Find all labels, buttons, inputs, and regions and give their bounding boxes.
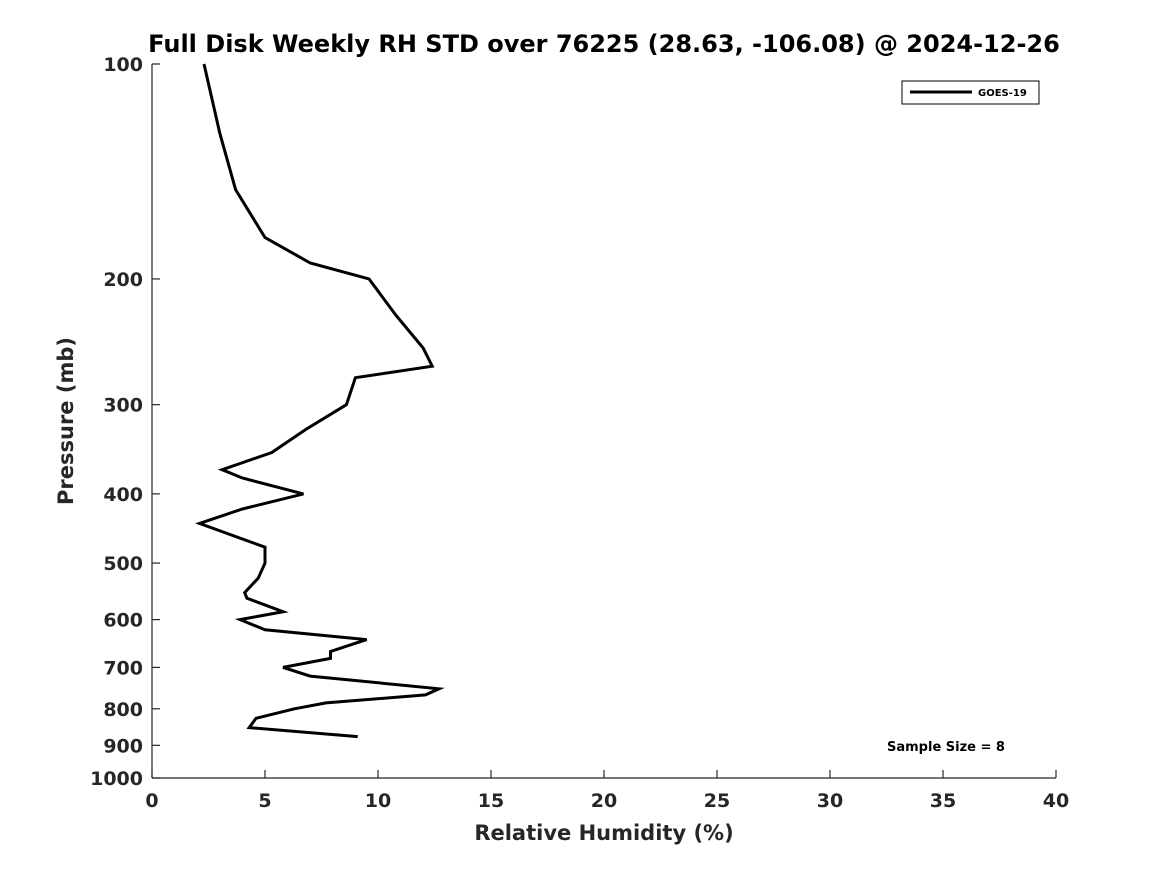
x-tick-label: 20 — [591, 790, 617, 812]
y-tick-label: 200 — [103, 269, 143, 291]
chart-title: Full Disk Weekly RH STD over 76225 (28.6… — [148, 30, 1060, 58]
x-tick-label: 30 — [817, 790, 843, 812]
y-tick-label: 100 — [103, 54, 143, 76]
legend: GOES-19 — [901, 80, 1040, 105]
x-tick-label: 40 — [1043, 790, 1069, 812]
y-tick-label: 800 — [103, 699, 143, 721]
y-tick-label: 700 — [103, 657, 143, 679]
x-tick-label: 25 — [704, 790, 730, 812]
y-tick-label: 900 — [103, 735, 143, 757]
x-axis-label: Relative Humidity (%) — [474, 821, 733, 845]
legend-label-goes-19: GOES-19 — [978, 88, 1027, 99]
x-tick-label: 35 — [930, 790, 956, 812]
y-tick-label: 500 — [103, 553, 143, 575]
y-tick-label: 1000 — [90, 768, 143, 790]
sample-size-annotation: Sample Size = 8 — [887, 740, 1005, 755]
x-tick-label: 5 — [258, 790, 271, 812]
y-tick-label: 400 — [103, 484, 143, 506]
x-tick-label: 15 — [478, 790, 504, 812]
series-layer — [194, 63, 445, 739]
x-tick-label: 0 — [145, 790, 158, 812]
x-ticks: 0 5 10 15 20 25 30 35 40 — [145, 770, 1069, 812]
y-tick-label: 600 — [103, 610, 143, 632]
y-tick-label: 300 — [103, 395, 143, 417]
x-tick-label: 10 — [365, 790, 391, 812]
y-ticks: 100 200 300 400 500 600 700 800 900 1000 — [90, 54, 160, 790]
series-line-goes-19 — [194, 63, 445, 739]
y-axis-label: Pressure (mb) — [54, 337, 78, 505]
axes — [151, 64, 1056, 779]
